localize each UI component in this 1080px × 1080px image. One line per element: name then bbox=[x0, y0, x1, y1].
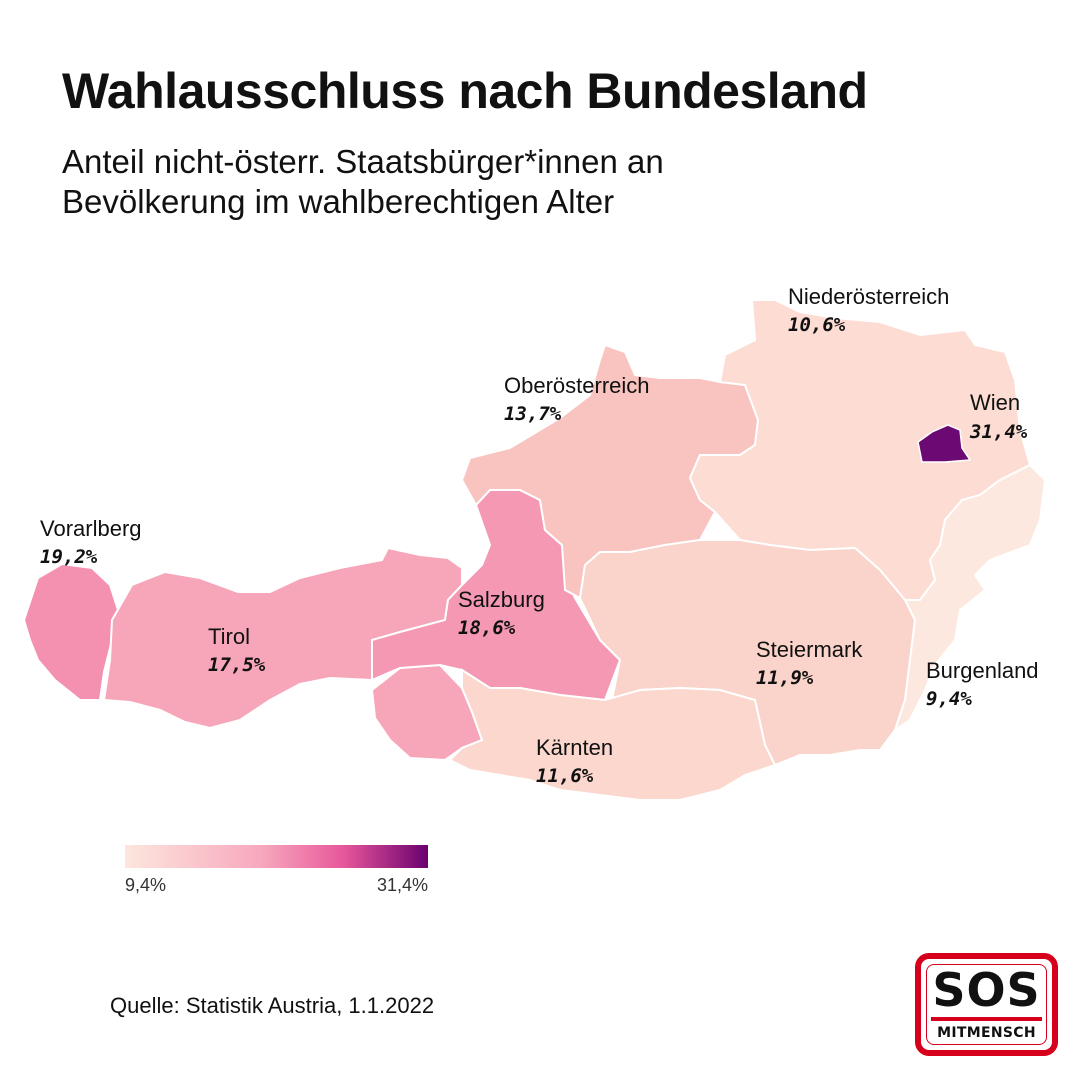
logo-sos-text: SOS bbox=[932, 963, 1041, 1017]
region-kaernten[interactable] bbox=[448, 668, 777, 801]
value-burgenland: 9,4% bbox=[926, 688, 972, 710]
region-burgenland[interactable] bbox=[893, 463, 1047, 733]
value-oberoesterreich: 13,7% bbox=[504, 403, 562, 425]
logo-inner-border bbox=[926, 964, 1047, 1045]
label-vorarlberg: Vorarlberg bbox=[40, 516, 142, 541]
label-oberoesterreich: Oberösterreich bbox=[504, 373, 650, 398]
logo-divider bbox=[931, 1017, 1042, 1021]
value-niederoesterreich: 10,6% bbox=[788, 314, 846, 336]
chart-subtitle: Anteil nicht-österr. Staatsbürger*innen … bbox=[62, 143, 664, 220]
legend-gradient-bar bbox=[125, 845, 428, 868]
label-tirol: Tirol bbox=[208, 624, 250, 649]
legend-max-label: 31,4% bbox=[376, 875, 428, 895]
value-wien: 31,4% bbox=[970, 421, 1028, 443]
logo-mitmensch-text: MITMENSCH bbox=[937, 1025, 1036, 1041]
color-legend: 9,4% 31,4% bbox=[125, 845, 428, 895]
chart-title: Wahlausschluss nach Bundesland bbox=[62, 63, 868, 119]
label-niederoesterreich: Niederösterreich bbox=[788, 284, 950, 309]
value-vorarlberg: 19,2% bbox=[40, 546, 98, 568]
label-burgenland: Burgenland bbox=[926, 658, 1039, 683]
value-salzburg: 18,6% bbox=[458, 617, 516, 639]
value-kaernten: 11,6% bbox=[536, 765, 594, 787]
label-kaernten: Kärnten bbox=[536, 735, 614, 760]
label-salzburg: Salzburg bbox=[458, 587, 545, 612]
region-vorarlberg[interactable] bbox=[22, 562, 120, 701]
label-steiermark: Steiermark bbox=[756, 637, 863, 662]
sos-mitmensch-logo: SOS MITMENSCH bbox=[915, 953, 1058, 1056]
legend-min-label: 9,4% bbox=[125, 875, 167, 895]
source-note: Quelle: Statistik Austria, 1.1.2022 bbox=[110, 993, 435, 1018]
value-steiermark: 11,9% bbox=[756, 667, 814, 689]
value-tirol: 17,5% bbox=[208, 654, 266, 676]
label-wien: Wien bbox=[970, 390, 1021, 415]
region-wien[interactable] bbox=[917, 424, 972, 463]
